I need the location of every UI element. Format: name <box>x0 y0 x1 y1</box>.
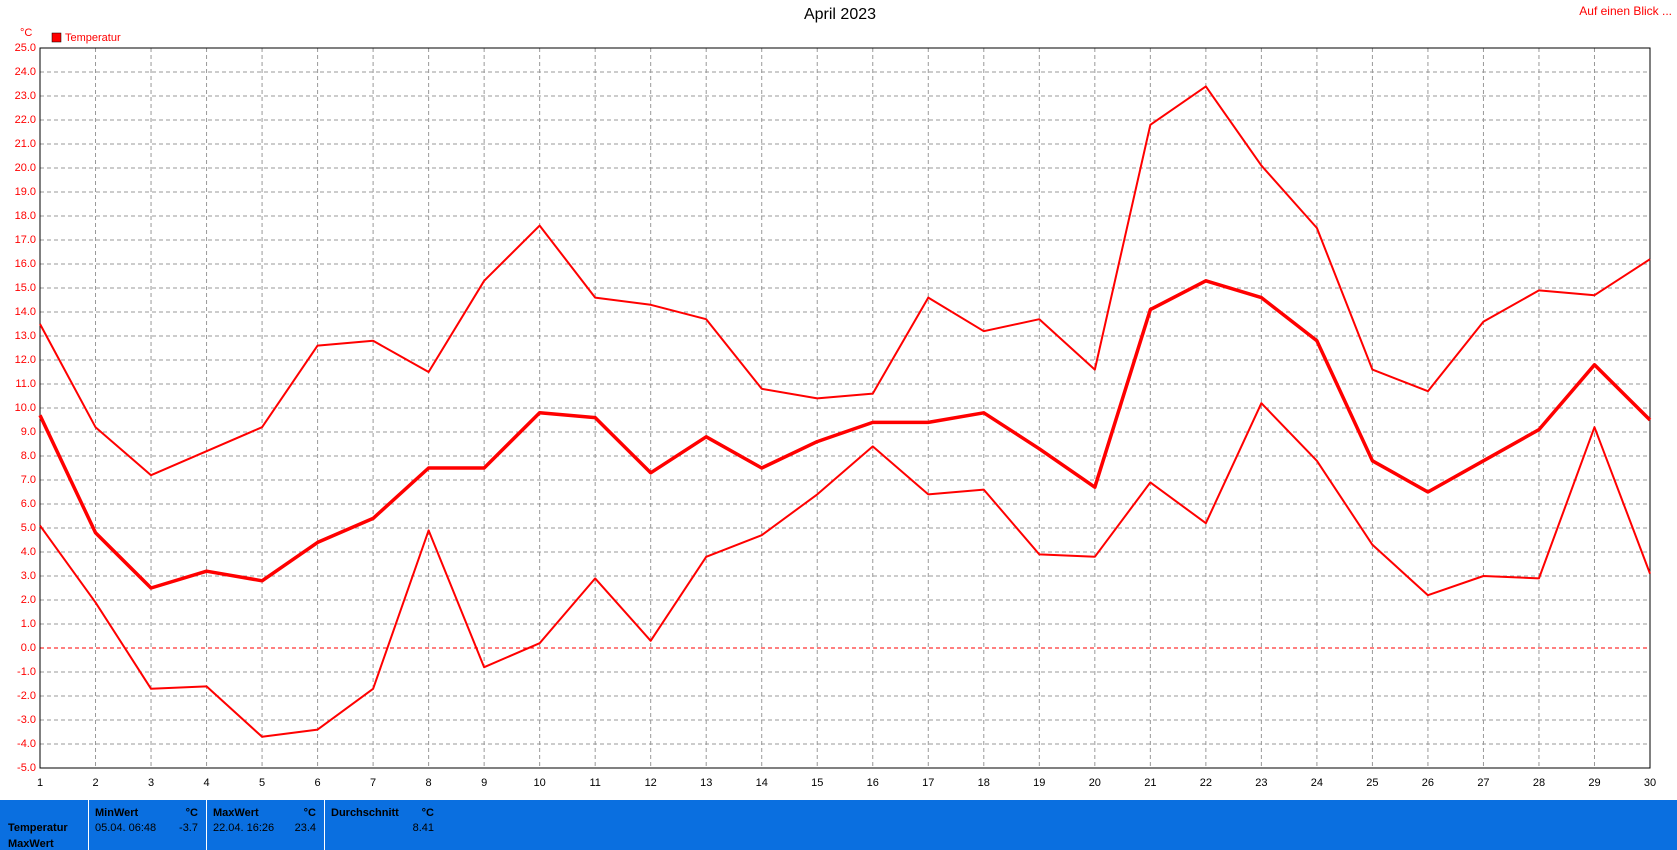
y-tick-label: 21.0 <box>15 138 36 150</box>
y-tick-label: -2.0 <box>17 690 36 702</box>
x-tick-label: 22 <box>1200 777 1212 789</box>
x-tick-label: 27 <box>1477 777 1489 789</box>
y-tick-label: 7.0 <box>21 474 36 486</box>
y-tick-label: 22.0 <box>15 114 36 126</box>
y-tick-label: 23.0 <box>15 90 36 102</box>
x-tick-label: 2 <box>92 777 98 789</box>
x-tick-label: 3 <box>148 777 154 789</box>
y-tick-label: 16.0 <box>15 258 36 270</box>
x-tick-label: 24 <box>1311 777 1323 789</box>
summary-text: -3.7 <box>179 822 198 834</box>
y-tick-label: 25.0 <box>15 42 36 54</box>
y-tick-label: 20.0 <box>15 162 36 174</box>
summary-text: MinWert <box>95 807 139 819</box>
y-tick-label: 17.0 <box>15 234 36 246</box>
plot-frame <box>39 47 1651 769</box>
x-tick-label: 23 <box>1255 777 1267 789</box>
y-unit: °C <box>20 27 32 39</box>
x-tick-label: 10 <box>534 777 546 789</box>
x-tick-label: 15 <box>811 777 823 789</box>
y-tick-label: 2.0 <box>21 594 36 606</box>
y-tick-label: 9.0 <box>21 426 36 438</box>
series-line <box>39 85 1651 477</box>
summary-column: MaxWert °C 22.04. 16:26 23.4 <box>206 800 324 850</box>
summary-text: °C <box>421 807 434 819</box>
row-label: Temperatur <box>8 822 68 834</box>
x-tick-label: 16 <box>867 777 879 789</box>
x-tick-label: 20 <box>1089 777 1101 789</box>
y-tick-label: 5.0 <box>21 522 36 534</box>
x-tick-label: 19 <box>1033 777 1045 789</box>
summary-column: Durchschnitt °C 8.41 <box>324 800 442 850</box>
y-tick-label: 18.0 <box>15 210 36 222</box>
x-tick-label: 17 <box>922 777 934 789</box>
row-labels: Temperatur MaxWert <box>0 800 86 850</box>
x-tick-label: 8 <box>426 777 432 789</box>
y-tick-label: 14.0 <box>15 306 36 318</box>
series-line <box>38 279 1652 590</box>
x-tick-label: 12 <box>645 777 657 789</box>
summary-text: °C <box>303 807 316 819</box>
x-tick-label: 13 <box>700 777 712 789</box>
summary-text: MaxWert <box>213 807 259 819</box>
x-tick-label: 9 <box>481 777 487 789</box>
summary-text: °C <box>185 807 198 819</box>
x-tick-label: 6 <box>315 777 321 789</box>
y-tick-label: 15.0 <box>15 282 36 294</box>
y-tick-label: -4.0 <box>17 738 36 750</box>
summary-text: 05.04. 06:48 <box>95 822 157 834</box>
y-tick-label: 1.0 <box>21 618 36 630</box>
x-tick-label: 21 <box>1144 777 1156 789</box>
y-tick-label: 19.0 <box>15 186 36 198</box>
y-tick-label: -3.0 <box>17 714 36 726</box>
y-tick-label: 4.0 <box>21 546 36 558</box>
legend-swatch <box>51 32 62 43</box>
y-tick-label: 3.0 <box>21 570 36 582</box>
link[interactable]: Auf einen Blick ... <box>1579 4 1672 18</box>
row-label: MaxWert <box>8 838 54 850</box>
x-tick-label: 7 <box>370 777 376 789</box>
summary-text: 23.4 <box>294 822 316 834</box>
y-tick-label: 13.0 <box>15 330 36 342</box>
x-tick-label: 5 <box>259 777 265 789</box>
x-tick-label: 29 <box>1588 777 1600 789</box>
chart: April 2023 Auf einen Blick ... °C Temper… <box>15 4 1672 789</box>
x-tick-label: 18 <box>978 777 990 789</box>
y-tick-label: 24.0 <box>15 66 36 78</box>
series-line <box>39 402 1651 738</box>
x-tick-label: 1 <box>37 777 43 789</box>
chart-title: April 2023 <box>804 6 876 23</box>
y-tick-label: -1.0 <box>17 666 36 678</box>
y-tick-label: -5.0 <box>17 762 36 774</box>
summary-text: 8.41 <box>412 822 434 834</box>
x-tick-label: 14 <box>756 777 768 789</box>
x-tick-label: 28 <box>1533 777 1545 789</box>
y-tick-label: 12.0 <box>15 354 36 366</box>
summary-text: 22.04. 16:26 <box>213 822 275 834</box>
y-tick-label: 0.0 <box>21 642 36 654</box>
y-tick-label: 10.0 <box>15 402 36 414</box>
summary-text: Durchschnitt <box>331 807 399 819</box>
x-tick-label: 4 <box>203 777 209 789</box>
summary-panel: Temperatur MaxWert MinWert °C 05.04. 06:48… <box>0 800 1677 850</box>
legend-label: Temperatur <box>65 32 121 44</box>
summary-column: MinWert °C 05.04. 06:48 -3.7 <box>88 800 206 850</box>
y-tick-label: 6.0 <box>21 498 36 510</box>
x-tick-label: 25 <box>1366 777 1378 789</box>
y-tick-label: 11.0 <box>15 378 36 390</box>
x-tick-label: 26 <box>1422 777 1434 789</box>
x-tick-label: 11 <box>589 777 600 789</box>
y-tick-label: 8.0 <box>21 450 36 462</box>
x-tick-label: 30 <box>1644 777 1656 789</box>
